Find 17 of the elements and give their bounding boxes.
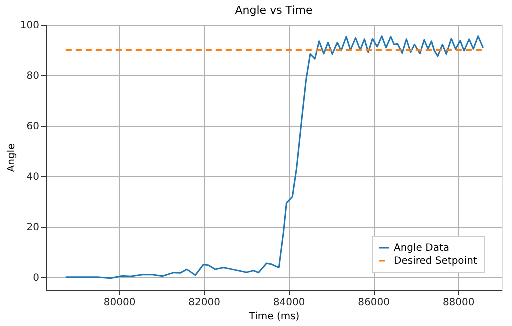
y-tick-label: 80 [26,70,40,82]
x-tick-label: 80000 [104,298,136,308]
x-tick-label: 84000 [273,298,306,308]
x-axis-title: Time (ms) [248,312,300,322]
line-series [65,36,484,280]
legend-label: Desired Setpoint [394,256,478,267]
x-tick-label: 86000 [358,298,390,308]
y-tick-label: 20 [26,222,40,234]
x-tick-label: 88000 [442,298,475,308]
y-tick-label: 0 [33,272,40,284]
y-tick-label: 40 [26,172,40,183]
chart-title: Angle vs Time [235,4,313,17]
y-axis-title: Angle [6,144,18,172]
y-tick-label: 100 [20,20,40,32]
legend-label: Angle Data [394,243,450,254]
y-tick-label: 60 [26,121,40,132]
x-tick-label: 82000 [188,298,220,308]
